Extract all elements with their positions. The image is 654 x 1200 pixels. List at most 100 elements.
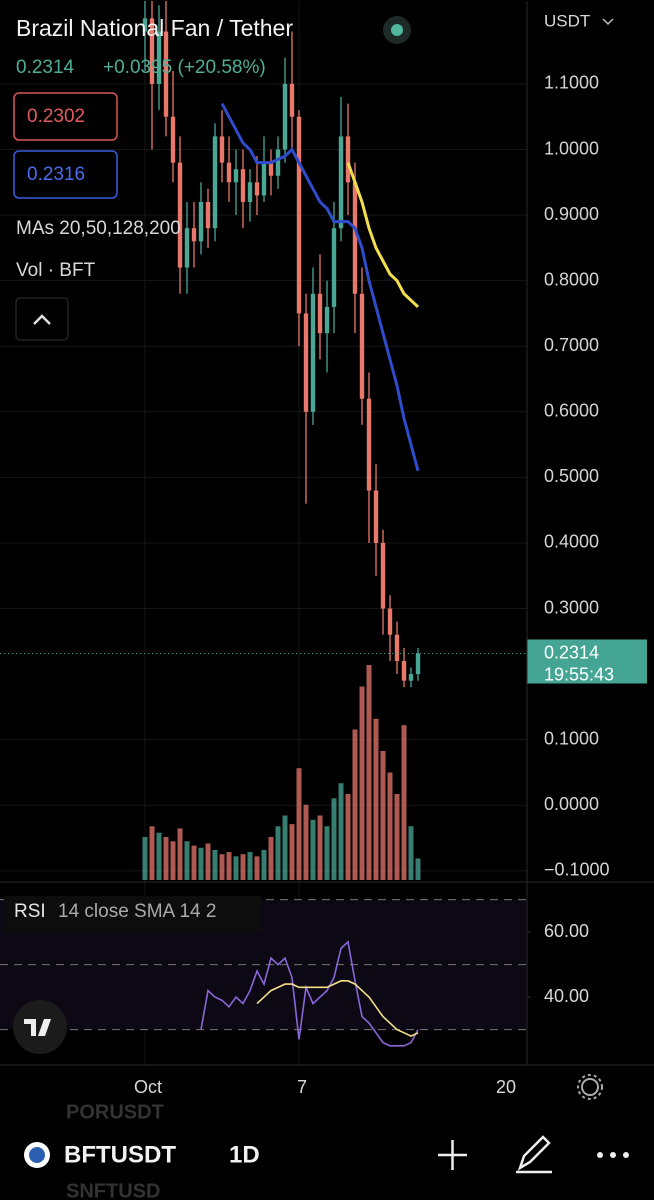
price-tag-countdown: 19:55:43 [544, 664, 614, 684]
add-button[interactable] [438, 1140, 467, 1170]
candle-body [191, 228, 197, 242]
y-tick-label: 0.5000 [544, 466, 599, 486]
y-tick-label: −0.1000 [544, 860, 610, 880]
volume-bar [184, 841, 190, 880]
volume-bar [156, 832, 162, 880]
candle-body [338, 136, 344, 229]
settings-icon[interactable] [581, 1078, 599, 1096]
symbol-title: Brazil National Fan / Tether [16, 15, 293, 41]
volume-bar [345, 794, 351, 880]
candle-body [149, 18, 155, 84]
volume-bar [226, 852, 232, 880]
y-tick-label: 0.6000 [544, 401, 599, 421]
y-tick-label: 60.00 [544, 921, 589, 941]
volume-bar [149, 826, 155, 880]
candle-body [352, 182, 358, 294]
volume-bar [142, 837, 148, 880]
indicator-line [200, 940, 419, 1047]
draw-button[interactable] [516, 1135, 552, 1174]
candle-body [296, 116, 302, 314]
y-tick-label: 1.1000 [544, 73, 599, 93]
more-button[interactable] [597, 1152, 629, 1158]
volume-bar [401, 725, 407, 880]
x-tick-label: 7 [297, 1077, 307, 1097]
status-dot [391, 24, 403, 36]
volume-bar [352, 729, 358, 880]
volume-bar [387, 772, 393, 880]
sell-button[interactable] [13, 92, 118, 141]
candle-body [212, 136, 218, 229]
volume-bar [380, 751, 386, 880]
volume-bar [324, 826, 330, 880]
candle-body [359, 293, 365, 399]
volume-bar [254, 856, 260, 880]
candle-body [240, 169, 246, 202]
candle-body [387, 608, 393, 635]
volume-bar [317, 815, 323, 880]
volume-bar [219, 854, 225, 880]
volume-bar [373, 718, 379, 880]
candle-body [366, 398, 372, 491]
volume-bar [261, 849, 267, 880]
y-tick-label: 0.0000 [544, 794, 599, 814]
volume-bar [338, 783, 344, 880]
volume-bar [408, 826, 414, 880]
ghost-symbol: SNFTUSD [66, 1180, 160, 1200]
y-tick-label: 0.1000 [544, 728, 599, 748]
footer-symbol[interactable]: BFTUSDT [64, 1141, 176, 1168]
y-tick-label: 0.4000 [544, 532, 599, 552]
top-edge [0, 0, 654, 1]
candle-body [254, 182, 260, 196]
price-change: +0.0395 (+20.58%) [103, 57, 266, 78]
indicator-legend: MAs 20,50,128,200 [16, 218, 181, 239]
y-tick-label: 0.3000 [544, 597, 599, 617]
candle-body [345, 136, 351, 183]
volume-bar [233, 856, 239, 880]
dropdown-arrow [602, 18, 614, 26]
candle-body [324, 306, 330, 334]
candle-body [184, 228, 190, 268]
y-tick-label: 1.0000 [544, 138, 599, 158]
volume-bar [212, 849, 218, 880]
coin-icon-inner [29, 1147, 45, 1163]
candle-body [233, 169, 239, 183]
last-price: 0.2314 [16, 57, 75, 78]
volume-bar [310, 819, 316, 880]
volume-bar [240, 854, 246, 880]
buy-button[interactable] [13, 150, 118, 199]
candle-body [289, 83, 295, 117]
collapse-button[interactable] [15, 297, 69, 341]
candle-body [261, 162, 267, 196]
volume-bar [205, 843, 211, 880]
currency-selector[interactable]: USDT [544, 11, 590, 30]
footer-interval[interactable]: 1D [229, 1141, 260, 1168]
candle-body [310, 293, 316, 412]
candle-body [205, 201, 211, 229]
candle-body [317, 293, 323, 334]
volume-bar [247, 852, 253, 880]
volume-bar [296, 768, 302, 880]
candle-body [177, 162, 183, 268]
candle-body [282, 83, 288, 150]
collapse-icon [33, 314, 51, 325]
x-tick-label: 20 [496, 1077, 516, 1097]
rsi-params: 14 close SMA 14 2 [58, 901, 216, 922]
candle-body [170, 116, 176, 163]
logo-badge[interactable] [13, 1000, 67, 1054]
rsi-legend-bg [4, 896, 262, 932]
candle-body [373, 490, 379, 543]
volume-bar [163, 837, 169, 880]
plot: 1.1000 1.0000 0.9000 0.8000 0.7000 0.6000 0.50… [0, 0, 647, 1097]
candle-body [226, 162, 232, 183]
candle-body [331, 228, 337, 307]
price-tag-value: 0.2314 [544, 642, 599, 662]
volume-bar [198, 847, 204, 880]
volume-bar [303, 804, 309, 880]
volume-bar [289, 824, 295, 880]
x-tick-label: Oct [134, 1077, 162, 1097]
candle-body [401, 660, 407, 681]
candle-body [394, 634, 400, 661]
volume-bar [394, 794, 400, 880]
buy-price: 0.2316 [27, 164, 85, 185]
